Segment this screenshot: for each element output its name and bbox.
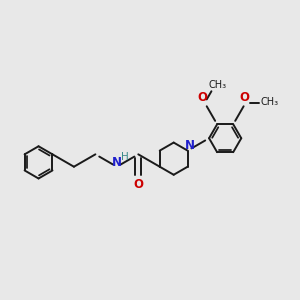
Text: N: N — [184, 139, 195, 152]
Text: O: O — [133, 178, 143, 191]
Text: O: O — [239, 92, 249, 104]
Text: O: O — [198, 92, 208, 104]
Text: H: H — [121, 152, 129, 162]
Text: CH₃: CH₃ — [209, 80, 227, 90]
Text: CH₃: CH₃ — [261, 97, 279, 106]
Text: N: N — [112, 156, 122, 169]
